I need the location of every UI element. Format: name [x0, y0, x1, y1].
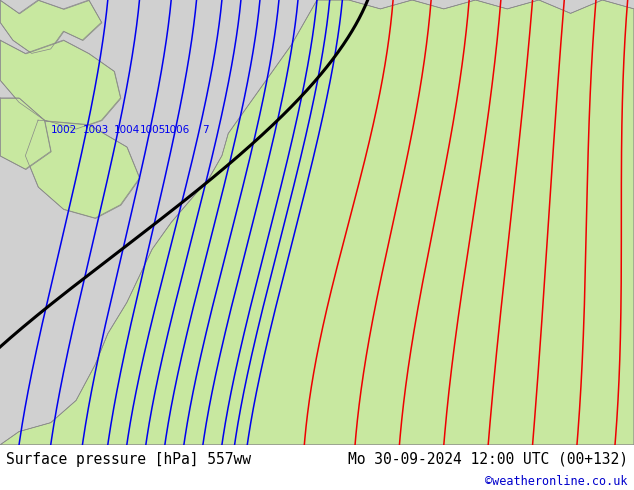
Text: 1004: 1004 — [114, 125, 140, 135]
Text: 1003: 1003 — [82, 125, 108, 135]
Text: Surface pressure [hPa] 557ww: Surface pressure [hPa] 557ww — [6, 452, 251, 467]
Text: 7: 7 — [202, 125, 209, 135]
Text: 1002: 1002 — [51, 125, 77, 135]
Text: Mo 30-09-2024 12:00 UTC (00+132): Mo 30-09-2024 12:00 UTC (00+132) — [347, 452, 628, 467]
Text: 1006: 1006 — [164, 125, 190, 135]
Text: 1005: 1005 — [139, 125, 165, 135]
Text: ©weatheronline.co.uk: ©weatheronline.co.uk — [485, 475, 628, 489]
